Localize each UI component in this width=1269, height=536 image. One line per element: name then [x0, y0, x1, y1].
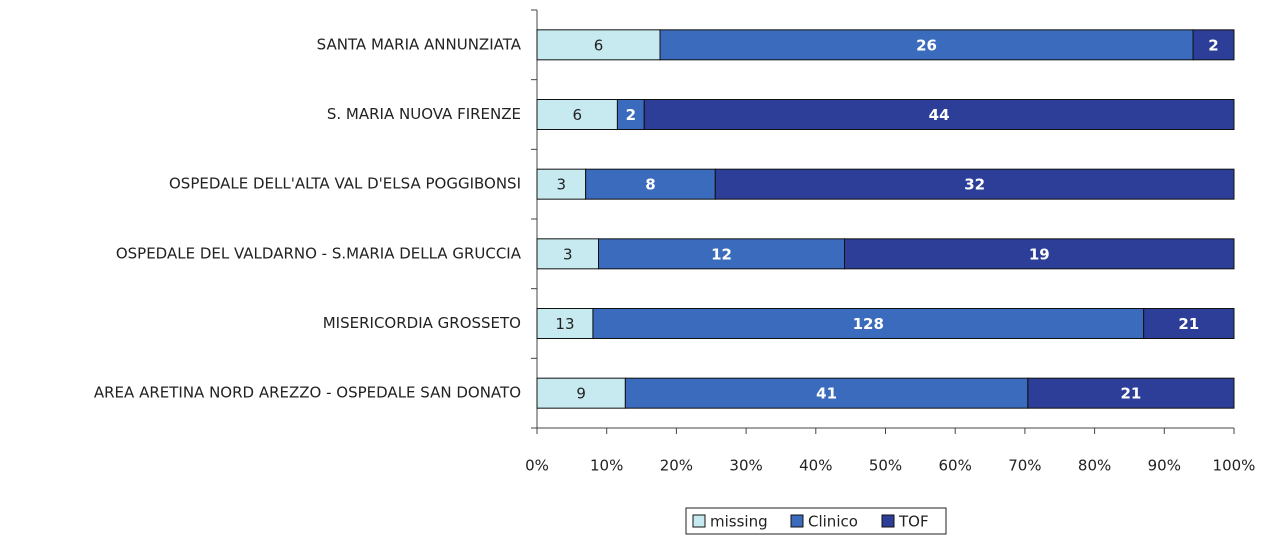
data-label: 21 [1120, 385, 1141, 403]
data-label: 2 [1208, 36, 1218, 54]
data-label: 26 [916, 36, 937, 54]
x-tick-label: 40% [799, 457, 832, 475]
bar-segment [844, 238, 1235, 270]
y-tick-label: S. MARIA NUOVA FIRENZE [327, 105, 521, 123]
legend-label: missing [710, 513, 768, 531]
bar-segment [1027, 377, 1235, 409]
bar-segment [714, 168, 1235, 200]
legend-label: Clinico [808, 513, 858, 531]
data-label: 19 [1029, 245, 1050, 263]
bar-segment [536, 308, 594, 339]
data-label: 9 [576, 385, 586, 403]
data-label: 44 [929, 106, 950, 124]
data-label: 128 [853, 315, 884, 333]
bar-segment [659, 29, 1194, 61]
data-label: 8 [645, 176, 655, 194]
data-label: 13 [555, 315, 574, 333]
y-tick-label: OSPEDALE DELL'ALTA VAL D'ELSA POGGIBONSI [169, 175, 521, 193]
data-label: 3 [557, 176, 567, 194]
bar-segment [585, 168, 716, 200]
x-tick-label: 0% [525, 457, 549, 475]
bar-segment [598, 238, 845, 270]
x-tick-label: 100% [1213, 457, 1256, 475]
x-tick-label: 30% [729, 457, 762, 475]
legend-box [685, 507, 947, 535]
bar-segment [1192, 29, 1235, 61]
bar-segment [643, 99, 1235, 130]
x-tick-label: 20% [660, 457, 693, 475]
x-tick-label: 80% [1078, 457, 1111, 475]
x-tick-label: 60% [939, 457, 972, 475]
data-label: 12 [711, 245, 732, 263]
bar-segment [536, 29, 661, 61]
data-label: 3 [563, 245, 573, 263]
bar-segment [624, 377, 1029, 409]
legend-swatch [790, 514, 804, 528]
data-label: 6 [572, 106, 582, 124]
y-tick-label: OSPEDALE DEL VALDARNO - S.MARIA DELLA GR… [116, 244, 522, 262]
y-tick-label: SANTA MARIA ANNUNZIATA [317, 35, 522, 53]
x-tick-label: 90% [1148, 457, 1181, 475]
legend-swatch [692, 514, 706, 528]
bar-segment [536, 377, 626, 409]
bar-segment [1143, 308, 1235, 339]
legend-label: TOF [898, 513, 929, 531]
y-tick-label: AREA ARETINA NORD AREZZO - OSPEDALE SAN … [94, 384, 521, 402]
data-label: 41 [816, 385, 837, 403]
data-label: 2 [626, 106, 636, 124]
y-tick-label: MISERICORDIA GROSSETO [323, 314, 521, 332]
x-tick-label: 10% [590, 457, 623, 475]
data-label: 32 [964, 176, 985, 194]
data-label: 21 [1178, 315, 1199, 333]
x-tick-label: 70% [1008, 457, 1041, 475]
bar-segment [592, 308, 1145, 339]
x-tick-label: 50% [869, 457, 902, 475]
bar-segment [536, 238, 599, 270]
legend-swatch [881, 514, 895, 528]
data-label: 6 [594, 36, 604, 54]
